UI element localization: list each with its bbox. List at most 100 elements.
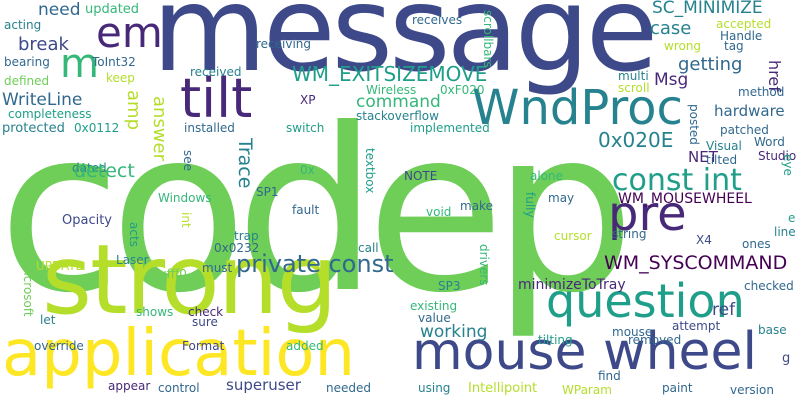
word-line: line [774, 225, 796, 239]
word-wm-exitsizemove: WM_EXITSIZEMOVE [292, 62, 488, 86]
word-see: see [181, 150, 195, 172]
word-em: em [96, 8, 163, 57]
word-attempt: attempt [672, 319, 721, 333]
word-check: check [188, 305, 224, 319]
word-tilt: tilt [180, 67, 253, 130]
word-dated: dated [72, 161, 107, 175]
word-writeline: WriteLine [2, 90, 83, 110]
word-mouse-wheel: mouse wheel [412, 322, 757, 382]
word-fully: fully [523, 192, 537, 218]
word-0xfff0: 0xfff0 [152, 267, 187, 281]
word-wm-syscommand: WM_SYSCOMMAND [604, 252, 788, 274]
word-studio: Studio [758, 149, 797, 163]
word-receiving: receiving [256, 37, 312, 51]
word-void: void [426, 205, 452, 219]
word-implemented: implemented [410, 121, 490, 135]
word-question: question [546, 274, 745, 328]
word-x4: X4 [696, 233, 712, 247]
word-multi: multi [618, 69, 649, 83]
word-net: NET [688, 148, 718, 166]
word-sure: sure [192, 315, 218, 329]
word-tilting: tilting [538, 333, 573, 347]
word-strong: strong [42, 224, 338, 336]
word-existing: existing [410, 299, 458, 313]
word-eye: eye [781, 154, 795, 176]
word-base: base [758, 323, 787, 337]
word-override: override [34, 339, 84, 353]
word-alone: alone [530, 169, 564, 183]
word-const-int: const int [612, 163, 742, 198]
word-opacity: Opacity [62, 213, 113, 228]
word-command: command [356, 92, 441, 112]
word-completeness: completeness [8, 107, 92, 121]
word-msg: Msg [654, 70, 689, 90]
word-case: case [650, 18, 692, 39]
word-message: message [152, 0, 658, 98]
word-textbox: textbox [363, 148, 377, 194]
word-ref: ref [712, 300, 736, 320]
word-keep: keep [106, 71, 135, 85]
word-cursor: cursor [554, 229, 592, 243]
word-update: UPDATE [36, 259, 84, 273]
word-getting: getting [678, 54, 743, 75]
word-0x0112: 0x0112 [74, 121, 120, 135]
word-drivers: drivers [477, 244, 491, 286]
word-codep: codep [0, 81, 635, 343]
word-int: int [179, 212, 193, 228]
word-stackoverflow: stackoverflow [356, 109, 439, 123]
word-needed: needed [326, 381, 371, 395]
word-answer: answer [149, 96, 170, 162]
word-application: application [2, 317, 356, 391]
word-trace: Trace [234, 138, 256, 189]
word-must: must [202, 261, 233, 275]
word-0x020e: 0x020E [598, 128, 674, 152]
word-0x0232: 0x0232 [214, 241, 260, 255]
word-value: value [418, 311, 451, 325]
word-intellipoint: Intellipoint [468, 381, 538, 396]
word-ones: ones [742, 237, 771, 251]
word-minimizetotray: minimizeToTray [518, 277, 626, 293]
word-bearing: bearing [4, 55, 50, 69]
word-format: Format [182, 339, 225, 353]
word-microsoft: Microsoft [21, 262, 35, 317]
word-working: working [420, 322, 488, 342]
word-fault: fault [292, 203, 320, 217]
word-trap: trap [234, 229, 259, 243]
word-word: Word [754, 135, 785, 149]
word-switch: switch [286, 121, 325, 135]
word-string: string [612, 227, 647, 241]
word-superuser: superuser [226, 376, 301, 394]
word-hardware: hardware [714, 102, 785, 120]
word-wndproc: WndProc [472, 80, 683, 136]
word-windows: Windows [158, 191, 212, 205]
word-wparam: WParam [562, 383, 612, 397]
word-tag: tag [724, 39, 744, 53]
word-using: using [418, 381, 451, 395]
word-visual: Visual [706, 139, 742, 153]
word-sp3: SP3 [438, 279, 461, 293]
word-private-const: private const [236, 250, 394, 278]
word-call: call [358, 241, 379, 255]
word-mouse: mouse [612, 325, 653, 339]
word-g: g [782, 351, 791, 366]
word-amp-rot: amp [123, 90, 144, 130]
word-0xf020: 0xF020 [440, 83, 485, 97]
word-receives: receives [412, 13, 463, 27]
word-shows: shows [136, 305, 174, 319]
word-defined: defined [4, 74, 50, 88]
word-xp: XP [300, 93, 316, 107]
word-make: make [460, 199, 493, 213]
word-checked: checked [744, 279, 794, 293]
word-acts: acts [127, 222, 141, 247]
word-let: let [40, 313, 56, 327]
word-posted: posted [687, 104, 701, 145]
word-find: find [598, 369, 621, 383]
word-version: version [730, 383, 774, 397]
word-handle: Handle [720, 29, 763, 43]
word-patched: patched [720, 123, 769, 137]
word-accepted: accepted [716, 17, 772, 31]
word-added: added [286, 339, 324, 353]
word-wrong: wrong [664, 39, 702, 53]
word-acting: acting [4, 18, 42, 32]
